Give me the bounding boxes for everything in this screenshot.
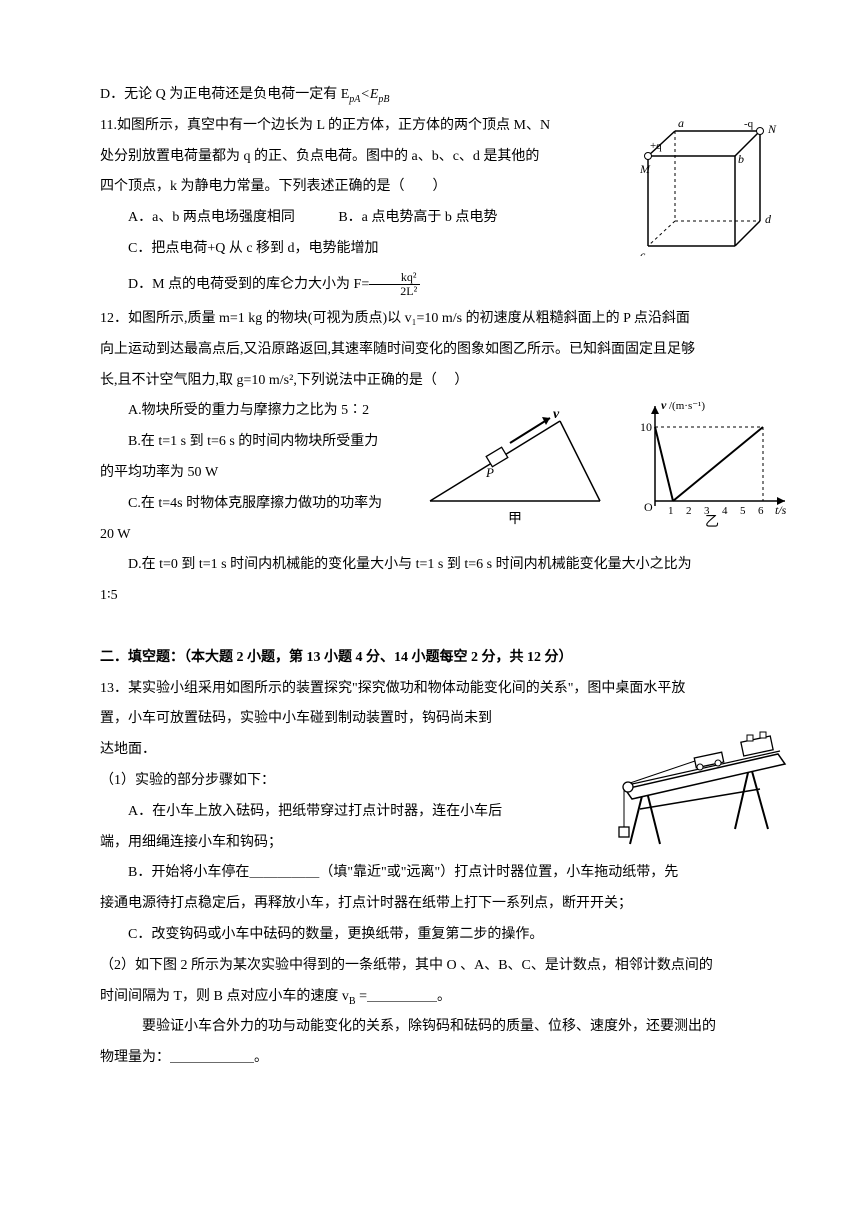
q11-block: a b c d M N +q -q 11.如图所示，真空中有一个边长为 L 的正… <box>100 111 790 304</box>
svg-text:P: P <box>485 465 494 480</box>
text: = <box>356 989 367 1004</box>
sub: pB <box>378 94 389 105</box>
q12-figures: v P 甲 1 2 3 4 5 6 10 <box>420 391 790 531</box>
q13-block: 13．某实验小组采用如图所示的装置探究"探究做功和物体动能变化间的关系"，图中桌… <box>100 674 790 1074</box>
svg-text:O: O <box>644 500 653 514</box>
svg-text:v: v <box>661 398 667 412</box>
section2-title: 二．填空题：（本大题 2 小题，第 13 小题 4 分、14 小题每空 2 分，… <box>100 643 790 674</box>
svg-text:/(m·s⁻¹): /(m·s⁻¹) <box>669 400 705 412</box>
svg-text:1: 1 <box>668 505 674 517</box>
svg-text:M: M <box>640 162 651 176</box>
q11-opt-d: D．M 点的电荷受到的库仑力大小为 F=kq²2L² <box>100 265 790 304</box>
svg-text:乙: 乙 <box>705 514 719 530</box>
svg-text:b: b <box>738 152 744 166</box>
svg-text:-q: -q <box>744 118 754 130</box>
svg-text:甲: 甲 <box>508 512 522 527</box>
q12-block: 12．如图所示,质量 m=1 kg 的物块(可视为质点)以 v₁=10 m/s … <box>100 304 790 612</box>
sub: pA <box>349 94 360 105</box>
q13-figure <box>590 709 790 849</box>
q13-step-b2: 接通电源待打点稳定后，再释放小车，打点计时器在纸带上打下一系列点，断开开关； <box>100 889 790 920</box>
q13-part2-2: 时间间隔为 T，则 B 点对应小车的速度 vB =＿＿＿＿＿。 <box>100 982 790 1013</box>
svg-text:c: c <box>640 248 646 256</box>
text: D．无论 Q 为正电荷还是负电荷一定有 E <box>100 87 349 102</box>
svg-text:+q: +q <box>650 140 662 152</box>
svg-text:d: d <box>765 212 772 226</box>
q13-part2-1: （2）如下图 2 所示为某次实验中得到的一条纸带，其中 O 、A、B、C、是计数… <box>100 951 790 982</box>
svg-text:4: 4 <box>722 505 728 517</box>
q13-stem-1: 13．某实验小组采用如图所示的装置探究"探究做功和物体动能变化间的关系"，图中桌… <box>100 674 790 705</box>
text: B．开始将小车停在 <box>128 865 249 880</box>
text: 时间间隔为 T，则 B 点对应小车的速度 v <box>100 989 349 1004</box>
q10-option-d: D．无论 Q 为正电荷还是负电荷一定有 EpA<EpB <box>100 80 790 111</box>
blank-input[interactable]: ＿＿＿＿＿ <box>249 865 319 880</box>
q13-part2-4: 物理量为：＿＿＿＿＿＿。 <box>100 1043 790 1074</box>
text: 。 <box>254 1050 268 1065</box>
text: 物理量为： <box>100 1050 170 1065</box>
blank-input[interactable]: ＿＿＿＿＿＿ <box>170 1050 254 1065</box>
svg-text:N: N <box>767 122 777 136</box>
q12-stem-1: 12．如图所示,质量 m=1 kg 的物块(可视为质点)以 v₁=10 m/s … <box>100 304 790 335</box>
q13-step-c: C．改变钩码或小车中砝码的数量，更换纸带，重复第二步的操作。 <box>100 920 790 951</box>
fraction: kq²2L² <box>369 271 420 298</box>
blank-input[interactable]: ＿＿＿＿＿ <box>367 989 437 1004</box>
svg-text:t/s: t/s <box>775 503 787 517</box>
text: 。 <box>437 989 451 1004</box>
q11-opt-b: B．a 点电势高于 b 点电势 <box>338 210 497 225</box>
svg-text:6: 6 <box>758 505 764 517</box>
q12-opt-d2: 1∶5 <box>100 581 790 612</box>
svg-text:10: 10 <box>640 420 652 434</box>
text: （填"靠近"或"远离"）打点计时器位置，小车拖动纸带，先 <box>319 865 678 880</box>
sub: B <box>349 995 356 1006</box>
q13-part2-3: 要验证小车合外力的功与动能变化的关系，除钩码和砝码的质量、位移、速度外，还要测出… <box>100 1012 790 1043</box>
svg-text:2: 2 <box>686 505 692 517</box>
svg-text:a: a <box>678 116 684 130</box>
q11-opt-a: A．a、b 两点电场强度相同 <box>128 210 295 225</box>
q12-stem-2: 向上运动到达最高点后,又沿原路返回,其速率随时间变化的图象如图乙所示。已知斜面固… <box>100 335 790 366</box>
svg-text:5: 5 <box>740 505 746 517</box>
svg-text:v: v <box>553 407 560 422</box>
q12-opt-d1: D.在 t=0 到 t=1 s 时间内机械能的变化量大小与 t=1 s 到 t=… <box>100 550 790 581</box>
text: D．M 点的电荷受到的库仑力大小为 F= <box>128 277 369 292</box>
cube-figure: a b c d M N +q -q <box>640 111 790 256</box>
text: <E <box>360 87 378 102</box>
q13-step-b1: B．开始将小车停在＿＿＿＿＿（填"靠近"或"远离"）打点计时器位置，小车拖动纸带… <box>100 858 790 889</box>
